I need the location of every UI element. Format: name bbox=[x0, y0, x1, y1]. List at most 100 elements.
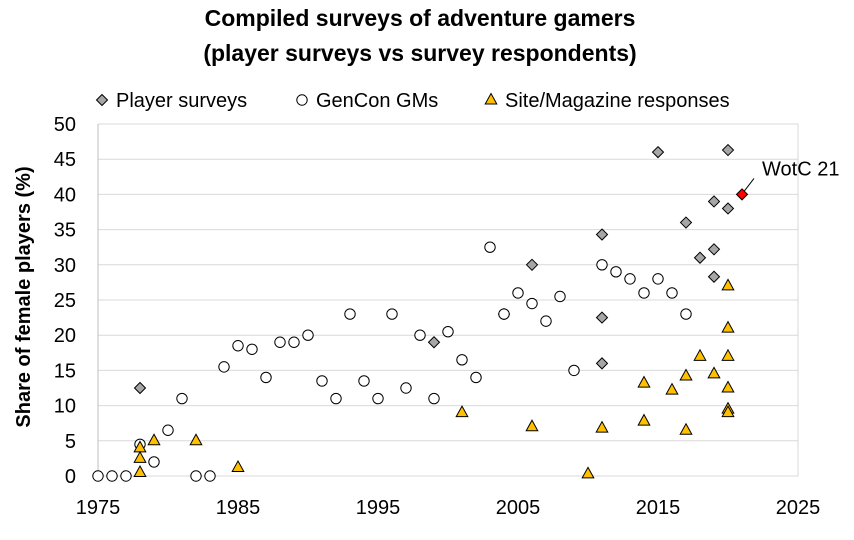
x-tick-label: 1995 bbox=[356, 497, 401, 519]
series-site-magazine-responses bbox=[133, 278, 735, 479]
legend-label: Site/Magazine responses bbox=[505, 90, 730, 112]
data-point bbox=[637, 375, 651, 388]
data-point bbox=[274, 336, 286, 348]
data-point bbox=[679, 216, 693, 229]
data-point bbox=[92, 470, 104, 482]
data-point bbox=[707, 270, 721, 283]
data-point bbox=[652, 273, 664, 285]
y-tick-label: 25 bbox=[54, 290, 76, 312]
data-point bbox=[680, 308, 692, 320]
data-point bbox=[372, 392, 384, 405]
data-point bbox=[665, 382, 679, 395]
data-point bbox=[133, 464, 147, 477]
data-point bbox=[316, 375, 328, 387]
y-tick-label: 0 bbox=[65, 466, 76, 488]
x-tick-label: 1985 bbox=[216, 497, 261, 519]
y-tick-label: 20 bbox=[54, 325, 76, 347]
y-tick-label: 30 bbox=[54, 255, 76, 277]
data-point bbox=[637, 413, 651, 426]
data-point bbox=[707, 195, 721, 208]
legend-marker bbox=[95, 93, 109, 107]
y-tick-label: 50 bbox=[54, 114, 76, 136]
x-tick-label: 2025 bbox=[776, 497, 821, 519]
data-point bbox=[414, 329, 426, 341]
data-point bbox=[526, 297, 538, 310]
x-tick-label: 2005 bbox=[496, 497, 541, 519]
data-points bbox=[92, 143, 749, 482]
annotation-leader-line bbox=[743, 178, 755, 192]
data-point bbox=[455, 405, 469, 418]
chart-title: Compiled surveys of adventure gamers (pl… bbox=[203, 5, 636, 66]
data-point bbox=[330, 392, 342, 405]
data-point bbox=[344, 308, 356, 320]
data-point bbox=[679, 368, 693, 381]
data-point bbox=[189, 433, 203, 446]
x-tick-label: 1975 bbox=[76, 497, 121, 519]
data-point bbox=[707, 243, 721, 256]
data-point bbox=[204, 470, 216, 482]
annotations: WotC 21 bbox=[743, 158, 839, 192]
data-point bbox=[610, 266, 622, 278]
data-point bbox=[232, 340, 244, 352]
data-point bbox=[484, 241, 496, 253]
data-point bbox=[721, 348, 735, 361]
data-point bbox=[651, 145, 665, 159]
legend-item: GenCon GMs bbox=[296, 90, 438, 112]
y-tick-label: 40 bbox=[54, 184, 76, 206]
series-gencon-gms bbox=[92, 241, 692, 482]
data-point bbox=[595, 228, 609, 241]
x-tick-label: 2015 bbox=[636, 497, 681, 519]
data-point bbox=[595, 311, 609, 324]
data-point bbox=[147, 433, 161, 446]
data-point bbox=[231, 460, 245, 473]
data-point bbox=[595, 420, 609, 433]
data-point bbox=[554, 290, 566, 303]
data-point bbox=[721, 380, 735, 393]
data-point bbox=[638, 287, 650, 299]
data-point bbox=[358, 375, 370, 387]
data-point bbox=[624, 273, 636, 285]
data-point bbox=[525, 258, 539, 272]
data-point bbox=[498, 308, 510, 320]
y-axis-title: Share of female players (%) bbox=[13, 166, 35, 427]
legend-label: GenCon GMs bbox=[316, 90, 438, 112]
data-point bbox=[721, 320, 735, 333]
data-point bbox=[133, 450, 147, 463]
data-point bbox=[470, 371, 482, 384]
data-point bbox=[666, 287, 678, 299]
data-point bbox=[260, 371, 272, 384]
data-point bbox=[581, 466, 595, 479]
data-point bbox=[721, 405, 735, 418]
data-point bbox=[721, 143, 735, 157]
y-tick-label: 15 bbox=[54, 360, 76, 382]
data-point bbox=[302, 329, 314, 341]
data-point bbox=[120, 470, 132, 482]
data-point bbox=[679, 422, 693, 435]
legend-item: Site/Magazine responses bbox=[484, 90, 730, 112]
data-point bbox=[386, 308, 398, 320]
y-axis-tick-labels: 0 5 10 15 20 25 30 35 40 45 50 bbox=[54, 114, 76, 488]
y-tick-label: 10 bbox=[54, 396, 76, 418]
legend-marker bbox=[484, 92, 498, 105]
data-point bbox=[721, 278, 735, 291]
x-axis-tick-labels: 1975 1985 1995 2005 2015 2025 bbox=[76, 497, 821, 519]
data-point bbox=[721, 202, 735, 215]
data-point bbox=[525, 419, 539, 432]
y-tick-label: 45 bbox=[54, 149, 76, 171]
legend-label: Player surveys bbox=[116, 90, 247, 112]
plot-area bbox=[97, 124, 799, 476]
annotation-label: WotC 21 bbox=[762, 158, 839, 180]
data-point bbox=[693, 251, 707, 264]
legend-item: Player surveys bbox=[95, 90, 247, 112]
chart-title-line-1: Compiled surveys of adventure gamers bbox=[205, 5, 636, 31]
data-point bbox=[218, 361, 230, 373]
data-point bbox=[735, 188, 749, 201]
legend-marker bbox=[296, 94, 308, 106]
data-point bbox=[693, 348, 707, 361]
data-point bbox=[442, 325, 454, 338]
data-point bbox=[288, 336, 300, 348]
data-point bbox=[246, 343, 258, 355]
data-point bbox=[162, 424, 174, 436]
data-point bbox=[512, 287, 524, 299]
